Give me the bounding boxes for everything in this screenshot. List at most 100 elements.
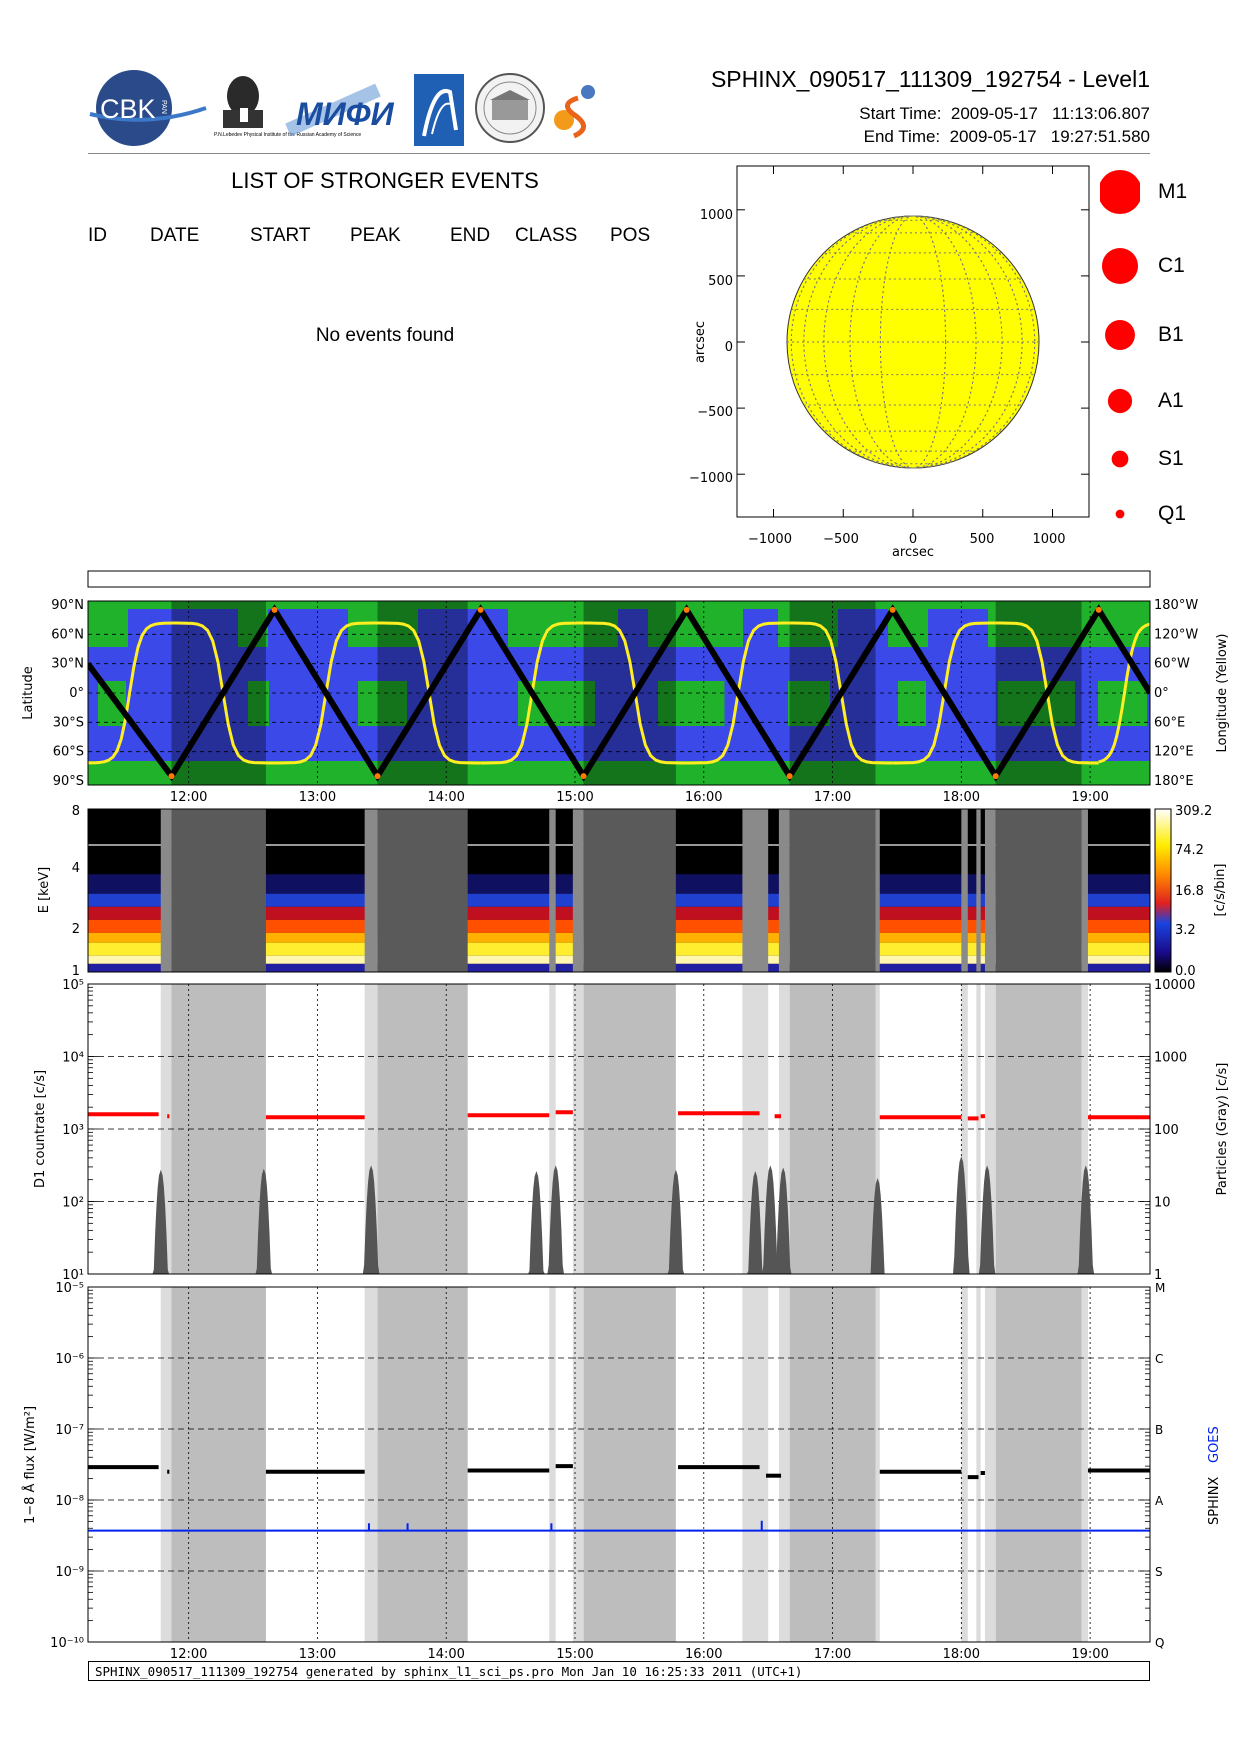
saa-shade: [778, 1287, 790, 1642]
eclipse-shade: [995, 1287, 1082, 1642]
particles-ytick: 100: [1154, 1123, 1179, 1138]
flux-xtick-labels: 12:00 13:00 14:00 15:00 16:00 17:00 18:00 19:00: [170, 1647, 1109, 1660]
saa-shade: [961, 984, 968, 1274]
countrate-ytick: 10¹: [62, 1268, 84, 1283]
saa-shade: [1081, 1287, 1088, 1642]
latitude-track: [88, 604, 1150, 782]
saa-shade: [549, 1287, 556, 1642]
particles-ytick: 1000: [1154, 1051, 1187, 1066]
legend-a1: A1: [1158, 389, 1184, 412]
time-series-panels: Latitude Longitude (Yellow) 90°N 60°N 30°N…: [21, 570, 1230, 1660]
legend-q1: Q1: [1158, 502, 1187, 525]
saa-shade: [961, 1287, 968, 1642]
countrate-frame: [87, 983, 1151, 1275]
spectrogram-eclipse: [789, 809, 876, 972]
orbit-map-panel: Latitude Longitude (Yellow) 90°N 60°N 30°N…: [21, 598, 1230, 805]
sun-xtick-0: −1000: [748, 532, 792, 547]
spec-ytick-8: 8: [72, 804, 80, 819]
orbit-ytick-right: 60°E: [1154, 715, 1185, 730]
particle-spike: [774, 1167, 792, 1274]
sun-ytick-1: 500: [708, 274, 733, 289]
col-peak: PEAK: [350, 225, 401, 246]
orbit-xtick: 13:00: [299, 790, 336, 805]
spectrogram-eclipse: [377, 809, 468, 972]
events-title: LIST OF STRONGER EVENTS: [231, 168, 539, 193]
orbit-ytick-left: 0°: [69, 686, 84, 701]
landmass: [658, 681, 725, 726]
spectrogram-eclipse: [171, 809, 266, 972]
particle-spike: [1077, 1165, 1095, 1274]
col-pos: POS: [610, 225, 651, 246]
orbit-ylabel-right: Longitude (Yellow): [1215, 634, 1230, 753]
legend-dot-c1: [1101, 247, 1139, 285]
spectrogram-saa: [742, 809, 769, 972]
sun-xtick-1: −500: [823, 532, 859, 547]
particle-spike: [978, 1165, 996, 1274]
orbit-ytick-right: 60°W: [1154, 657, 1190, 672]
arctic: [88, 601, 1150, 609]
orbit-xtick: 12:00: [170, 790, 207, 805]
sun-xtick-2: 0: [909, 532, 917, 547]
logos-svg: CBK PAN P.N.Lebedev Physical Institute o…: [89, 70, 595, 146]
longitude-line: [803, 215, 1023, 469]
longitude-line: [790, 215, 1036, 469]
spectrogram-eclipse: [995, 809, 1082, 972]
observatory-seal: [475, 73, 545, 143]
landmass: [998, 681, 1075, 726]
saa-shade: [160, 984, 172, 1274]
particle-spike: [747, 1170, 764, 1274]
saa-shade: [572, 1287, 584, 1642]
sphinx-logo: [554, 85, 595, 139]
sun-xtick-3: 500: [970, 532, 995, 547]
footer: SPHINX_090517_111309_192754 generated by…: [88, 1661, 1150, 1681]
col-date: DATE: [150, 225, 200, 246]
spectrogram-saa: [364, 809, 378, 972]
legend-dot-s1: [1111, 450, 1129, 468]
cbk-logo-text: CBK: [100, 94, 156, 124]
flux-body: [88, 1287, 1150, 1642]
antarctica: [88, 761, 1150, 785]
particle-spike: [362, 1165, 380, 1274]
orbit-tracks: [88, 604, 1150, 782]
turning-point-marker: [786, 773, 793, 780]
saa-shade: [160, 1287, 172, 1642]
flux-xtick: 12:00: [170, 1647, 207, 1660]
flux-xtick: 18:00: [943, 1647, 980, 1660]
cbar-tick-3: 3.2: [1175, 923, 1196, 938]
legend-dot-b1: [1105, 320, 1135, 350]
cbk-logo-small: PAN: [160, 100, 167, 114]
legend-s1: S1: [1158, 447, 1184, 470]
solar-grid: [787, 215, 1039, 469]
sun-ytick-4: −1000: [690, 471, 733, 486]
col-id: ID: [88, 225, 107, 246]
orbit-map-background: [88, 601, 1150, 785]
cbar-tick-2: 16.8: [1175, 884, 1204, 899]
orbit-xtick: 16:00: [685, 790, 722, 805]
landmass: [88, 607, 128, 647]
flux-panel: 1−8 Å flux [W/m²] SPHINX GOES 10⁻¹⁰10⁻⁹1…: [22, 1281, 1222, 1660]
flux-ylabel: 1−8 Å flux [W/m²]: [22, 1406, 38, 1524]
col-start: START: [250, 225, 311, 246]
orbit-ytick-labels: 90°N 60°N 30°N 0° 30°S 60°S 90°S 180°W 120°W 60°W…: [51, 598, 1198, 789]
saa-shade: [364, 1287, 378, 1642]
flux-ytick-labels: 10⁻¹⁰ 10⁻⁹ 10⁻⁸ 10⁻⁷ 10⁻⁶ 10⁻⁵ Q S A B C M: [50, 1281, 1165, 1651]
longitude-track: [1098, 622, 1150, 764]
col-end: END: [450, 225, 491, 246]
eclipse-shade: [583, 1287, 676, 1642]
spectrogram-saa: [778, 809, 790, 972]
saa-shade: [778, 984, 790, 1274]
sun-ytick-0: 1000: [700, 208, 733, 223]
turning-point-marker: [374, 773, 381, 780]
turning-point-marker: [1095, 606, 1102, 613]
orbit-ytick-right: 120°E: [1154, 745, 1194, 760]
flux-ytick: 10⁻⁸: [55, 1494, 84, 1509]
legend-dot-a1: [1107, 388, 1133, 414]
countrate-body: [88, 984, 1150, 1274]
turning-point-marker: [271, 606, 278, 613]
arrow-logo: [414, 74, 464, 146]
orbit-ytick-right: 0°: [1154, 686, 1169, 701]
flux-xtick: 16:00: [685, 1647, 722, 1660]
orbit-ytick-left: 90°N: [51, 598, 84, 613]
flux-ytick: 10⁻⁶: [55, 1352, 84, 1367]
longitude-line: [823, 215, 1003, 469]
